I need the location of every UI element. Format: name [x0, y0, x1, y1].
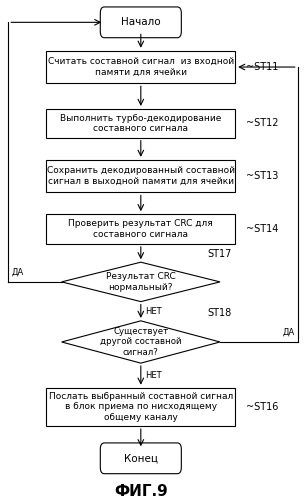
Text: Выполнить турбо-декодирование
составного сигнала: Выполнить турбо-декодирование составного… [60, 114, 222, 133]
Polygon shape [62, 321, 220, 363]
Text: ФИГ.9: ФИГ.9 [114, 484, 168, 499]
Text: ДА: ДА [11, 267, 24, 276]
Text: ~ST14: ~ST14 [246, 224, 278, 234]
FancyBboxPatch shape [100, 443, 181, 474]
Polygon shape [62, 262, 220, 301]
Text: Результат CRC
нормальный?: Результат CRC нормальный? [106, 272, 176, 291]
Text: Сохранить декодированный составной
сигнал в выходной памяти для ячейки: Сохранить декодированный составной сигна… [47, 167, 235, 186]
Text: НЕТ: НЕТ [145, 307, 162, 316]
FancyBboxPatch shape [47, 109, 235, 138]
FancyBboxPatch shape [47, 160, 235, 193]
Text: ~ST11: ~ST11 [246, 62, 278, 72]
Text: ST18: ST18 [208, 308, 232, 318]
Text: Существует
другой составной
сигнал?: Существует другой составной сигнал? [100, 327, 182, 357]
Text: Проверить результат CRC для
составного сигнала: Проверить результат CRC для составного с… [69, 220, 213, 239]
Text: ST17: ST17 [208, 250, 232, 259]
Text: ~ST16: ~ST16 [246, 402, 278, 412]
FancyBboxPatch shape [47, 388, 235, 426]
Text: Конец: Конец [124, 453, 158, 463]
Text: НЕТ: НЕТ [145, 371, 162, 380]
Text: ~ST12: ~ST12 [246, 118, 278, 128]
FancyBboxPatch shape [47, 214, 235, 244]
Text: ~ST13: ~ST13 [246, 171, 278, 181]
Text: ДА: ДА [282, 327, 295, 336]
FancyBboxPatch shape [100, 7, 181, 38]
Text: Начало: Начало [121, 17, 161, 27]
Text: Послать выбранный составной сигнал
в блок приема по нисходящему
общему каналу: Послать выбранный составной сигнал в бло… [49, 392, 233, 422]
FancyBboxPatch shape [47, 51, 235, 83]
Text: Считать составной сигнал  из входной
памяти для ячейки: Считать составной сигнал из входной памя… [48, 57, 234, 77]
